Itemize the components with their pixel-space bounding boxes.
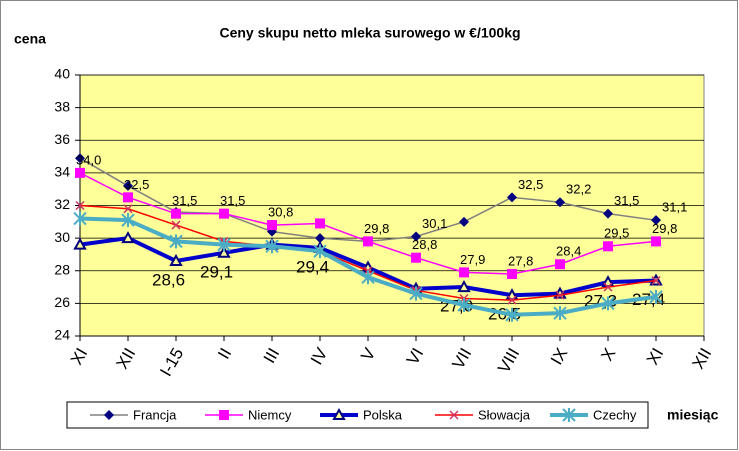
data-point (169, 253, 183, 266)
data-point (651, 236, 661, 247)
legend-label: Francja (133, 407, 177, 422)
data-point (121, 231, 135, 244)
data-point (505, 307, 519, 322)
y-tick-label: 28 (54, 261, 70, 277)
legend-marker (219, 410, 229, 420)
y-axis-label: cena (14, 31, 46, 47)
data-point (459, 267, 469, 278)
chart-title: Ceny skupu netto mleka surowego w €/100k… (219, 25, 520, 41)
legend-label: Niemcy (248, 407, 292, 422)
data-label: 31,5 (172, 193, 197, 208)
data-label: 32,2 (566, 182, 591, 197)
data-label: 32,5 (518, 177, 543, 192)
x-axis-label: miesiąc (667, 407, 719, 423)
data-point (315, 218, 325, 229)
y-tick-label: 26 (54, 294, 70, 310)
data-point (507, 269, 517, 280)
legend-label: Czechy (593, 407, 637, 422)
data-point (75, 167, 85, 178)
data-label: 29,4 (296, 257, 329, 276)
data-point (265, 239, 279, 254)
data-point (361, 270, 375, 285)
data-point (603, 208, 613, 219)
data-label: 29,1 (200, 262, 233, 281)
data-point (411, 252, 421, 263)
legend-marker (449, 410, 459, 420)
data-point (171, 220, 181, 230)
data-point (123, 204, 133, 214)
data-point (555, 259, 565, 270)
y-tick-label: 32 (54, 196, 70, 212)
y-tick-label: 24 (54, 327, 70, 343)
data-label: 29,8 (364, 221, 389, 236)
y-tick-label: 30 (54, 229, 70, 245)
data-label: 34,0 (76, 152, 101, 167)
data-point (507, 192, 517, 203)
data-label: 28,6 (152, 270, 185, 289)
data-label: 31,1 (662, 200, 687, 215)
data-point (121, 213, 135, 228)
data-point (507, 295, 517, 305)
data-point (601, 296, 615, 311)
data-point (73, 211, 87, 226)
data-point (123, 192, 133, 203)
data-point (217, 245, 231, 258)
data-point (603, 282, 613, 292)
y-tick-label: 36 (54, 131, 70, 147)
data-point (315, 233, 325, 244)
data-point (313, 244, 327, 259)
legend-marker (332, 407, 346, 420)
data-point (603, 241, 613, 252)
legend-marker (104, 410, 114, 420)
data-label: 30,1 (422, 216, 447, 231)
legend-label: Słowacja (478, 407, 531, 422)
data-point (555, 197, 565, 208)
data-point (363, 236, 373, 247)
data-label: 27,9 (460, 252, 485, 267)
data-point (555, 290, 565, 300)
data-label: 32,5 (124, 177, 149, 192)
y-tick-label: 34 (54, 164, 70, 180)
data-point (409, 286, 423, 301)
data-point (651, 215, 661, 226)
data-point (651, 276, 661, 286)
data-point (73, 237, 87, 250)
data-point (219, 208, 229, 219)
data-point (267, 220, 277, 231)
data-point (411, 231, 421, 242)
legend-label: Polska (363, 407, 403, 422)
y-tick-label: 38 (54, 98, 70, 114)
data-point (217, 237, 231, 252)
y-tick-label: 40 (54, 66, 70, 82)
data-point (457, 298, 471, 313)
data-point (75, 200, 85, 211)
data-label: 28,8 (412, 237, 437, 252)
legend-marker (562, 408, 576, 422)
data-label: 30,8 (268, 205, 293, 220)
data-point (123, 180, 133, 191)
data-point (75, 153, 85, 164)
data-point (553, 306, 567, 321)
data-label: 27,8 (508, 253, 533, 268)
data-label: 31,5 (614, 193, 639, 208)
data-label: 28,4 (556, 244, 581, 259)
data-point (459, 216, 469, 227)
data-point (457, 280, 471, 293)
data-point (169, 234, 183, 249)
data-label: 29,8 (652, 221, 677, 236)
data-label: 29,5 (604, 226, 629, 241)
data-point (649, 289, 663, 304)
data-point (171, 208, 181, 219)
data-label: 31,5 (220, 193, 245, 208)
